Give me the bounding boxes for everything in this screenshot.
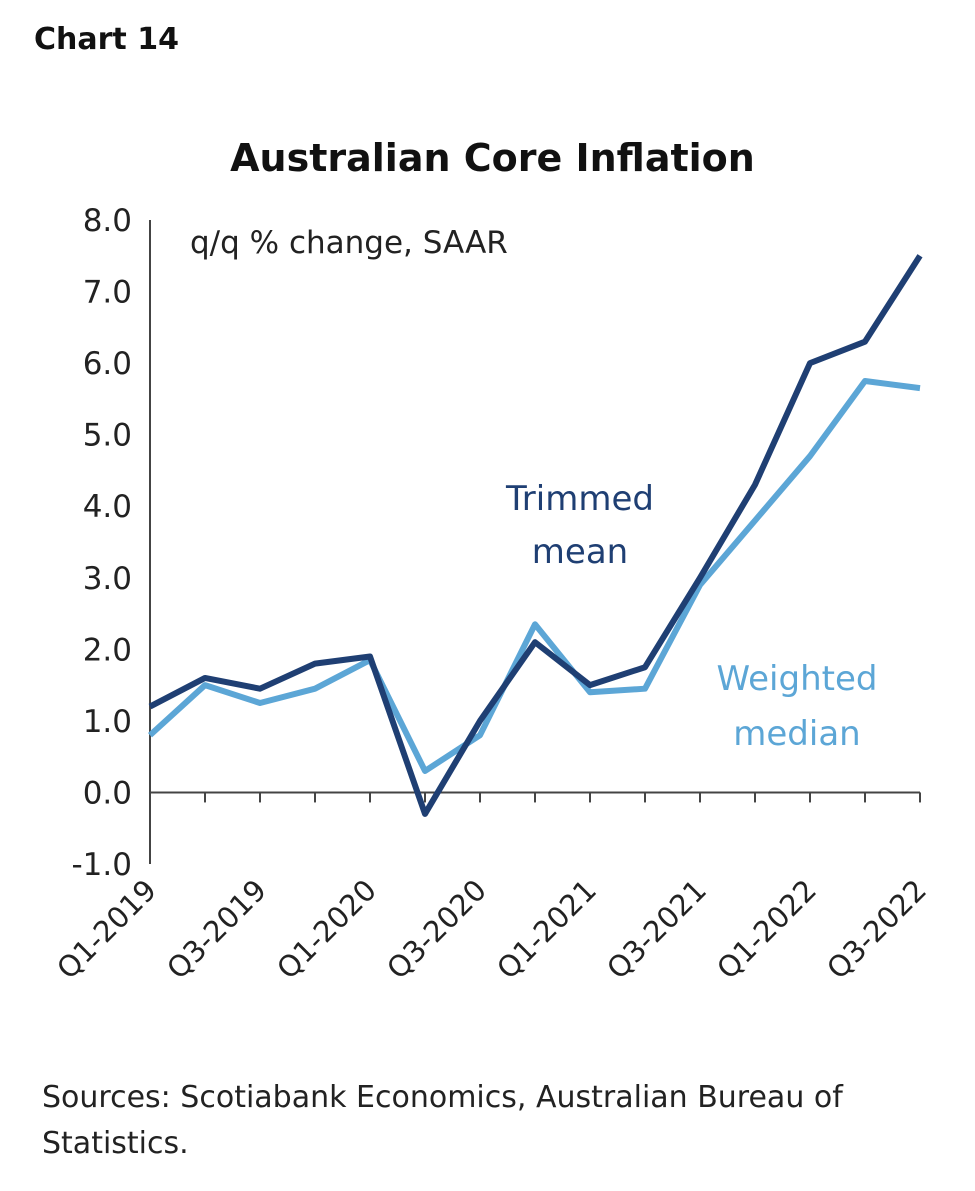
legend-label-weighted-median: Weighted	[717, 659, 878, 699]
y-tick-label: 1.0	[83, 704, 132, 740]
x-tick-label: Q1-2022	[710, 873, 823, 986]
x-tick-label: Q1-2020	[270, 873, 383, 986]
x-tick-label: Q3-2021	[600, 873, 713, 986]
y-tick-label: 7.0	[83, 275, 132, 311]
y-tick-label: 0.0	[83, 775, 132, 811]
x-tick-label: Q3-2019	[160, 873, 273, 986]
y-tick-label: -1.0	[72, 847, 133, 883]
series-line-weighted-median	[147, 378, 921, 774]
y-tick-label: 4.0	[83, 489, 132, 525]
line-chart: 8.07.06.05.04.03.02.01.00.0-1.0Q1-2019Q3…	[50, 203, 933, 986]
legend-label-trimmed-mean: mean	[532, 532, 628, 572]
x-tick-label: Q3-2022	[820, 873, 933, 986]
x-tick-label: Q3-2020	[380, 873, 493, 986]
legend-label-trimmed-mean: Trimmed	[505, 479, 654, 519]
source-note: Sources: Scotiabank Economics, Australia…	[42, 1080, 843, 1161]
chart-title: Australian Core Inflation	[230, 136, 755, 180]
x-tick-label: Q1-2021	[490, 873, 603, 986]
chart-annotation: q/q % change, SAAR	[190, 225, 508, 261]
y-tick-label: 8.0	[83, 203, 132, 239]
series-line-trimmed-mean	[148, 254, 923, 817]
y-tick-label: 2.0	[83, 632, 132, 668]
y-tick-label: 5.0	[83, 418, 132, 454]
chart-number: Chart 14	[34, 22, 179, 57]
y-tick-label: 6.0	[83, 346, 132, 382]
x-tick-label: Q1-2019	[50, 873, 163, 986]
y-tick-label: 3.0	[83, 561, 132, 597]
legend-label-weighted-median: median	[733, 714, 860, 754]
